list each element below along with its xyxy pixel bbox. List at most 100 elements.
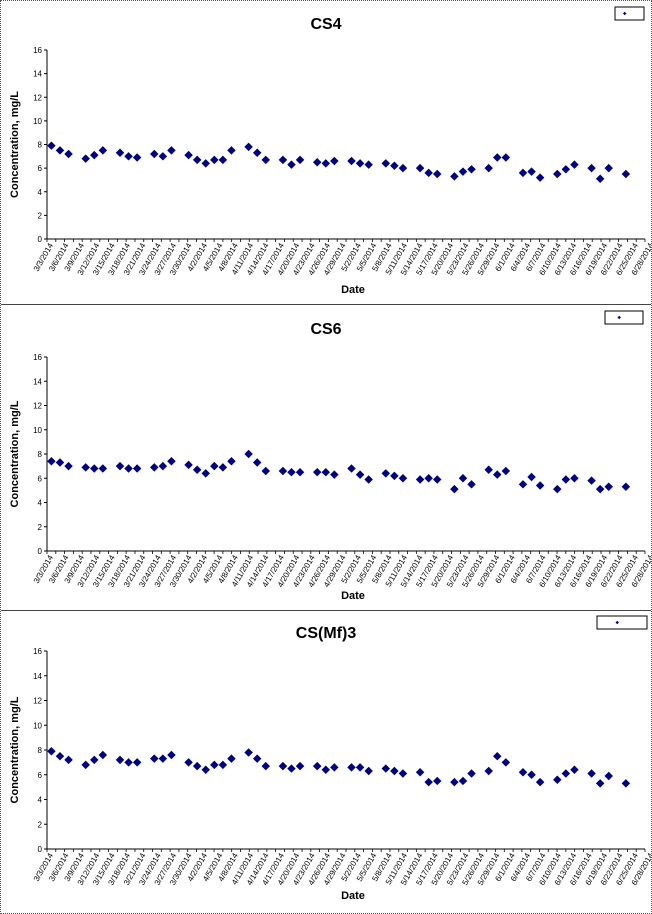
data-point bbox=[364, 160, 373, 169]
data-point bbox=[553, 169, 562, 179]
data-point bbox=[244, 142, 253, 152]
data-point bbox=[458, 474, 468, 483]
data-point bbox=[493, 751, 502, 761]
data-point bbox=[192, 155, 202, 165]
data-point bbox=[355, 470, 365, 479]
panel-divider bbox=[1, 610, 651, 611]
data-point bbox=[604, 482, 613, 491]
data-point bbox=[330, 763, 339, 772]
data-point bbox=[218, 760, 228, 770]
y-tick-label: 0 bbox=[38, 235, 43, 244]
y-tick-label: 4 bbox=[38, 188, 43, 197]
y-tick-label: 4 bbox=[38, 796, 43, 805]
data-point bbox=[167, 146, 176, 155]
data-point bbox=[501, 466, 511, 476]
data-point bbox=[398, 163, 408, 173]
chart-title: CS6 bbox=[310, 321, 341, 338]
data-point bbox=[364, 475, 373, 484]
y-tick-label: 12 bbox=[33, 697, 42, 706]
data-point bbox=[518, 168, 528, 178]
data-point bbox=[493, 153, 502, 162]
data-point bbox=[501, 153, 511, 162]
data-point bbox=[90, 150, 99, 160]
data-point bbox=[458, 776, 468, 786]
data-point bbox=[561, 165, 571, 174]
data-point bbox=[261, 155, 270, 165]
data-point bbox=[115, 461, 125, 471]
y-tick-label: 0 bbox=[38, 547, 43, 556]
y-tick-label: 2 bbox=[38, 820, 43, 829]
data-point bbox=[98, 464, 108, 473]
data-point bbox=[132, 758, 142, 767]
data-point bbox=[381, 469, 391, 478]
data-point bbox=[81, 154, 90, 163]
data-point bbox=[390, 161, 399, 171]
y-axis-title: Concentration, mg/L bbox=[9, 696, 21, 803]
data-point bbox=[570, 765, 579, 775]
data-point bbox=[158, 754, 168, 763]
data-point bbox=[201, 159, 210, 168]
data-point bbox=[47, 457, 56, 466]
data-point bbox=[124, 758, 133, 767]
x-axis-title: Date bbox=[341, 284, 365, 296]
data-point bbox=[210, 461, 219, 471]
data-point bbox=[390, 471, 399, 481]
data-point bbox=[90, 755, 99, 765]
data-point bbox=[432, 169, 442, 179]
data-point bbox=[47, 141, 56, 150]
y-tick-label: 6 bbox=[38, 164, 43, 173]
data-point bbox=[467, 769, 476, 778]
data-point bbox=[587, 163, 596, 173]
data-point bbox=[64, 461, 73, 471]
y-tick-label: 10 bbox=[33, 117, 42, 126]
data-point bbox=[330, 156, 339, 166]
y-tick-label: 4 bbox=[38, 499, 43, 508]
data-point bbox=[415, 768, 425, 777]
data-point bbox=[167, 457, 176, 466]
data-point bbox=[467, 165, 476, 174]
data-point bbox=[398, 769, 408, 778]
y-tick-label: 8 bbox=[38, 450, 43, 459]
data-point bbox=[252, 754, 262, 763]
data-point bbox=[467, 480, 476, 489]
legend-marker bbox=[623, 11, 627, 16]
data-point bbox=[90, 464, 99, 473]
data-point bbox=[450, 777, 459, 787]
data-point bbox=[415, 163, 425, 173]
data-point bbox=[287, 160, 296, 169]
data-point bbox=[458, 167, 468, 176]
data-point bbox=[604, 163, 613, 173]
y-tick-label: 8 bbox=[38, 141, 43, 150]
data-point bbox=[167, 750, 176, 760]
data-point bbox=[158, 461, 168, 471]
data-point bbox=[501, 758, 511, 767]
data-point bbox=[621, 169, 631, 179]
data-point bbox=[621, 482, 631, 491]
data-point bbox=[295, 467, 305, 477]
data-point bbox=[604, 771, 613, 781]
data-point bbox=[218, 463, 228, 472]
data-point bbox=[321, 765, 331, 775]
data-point bbox=[252, 148, 262, 158]
data-point bbox=[321, 159, 331, 168]
data-point bbox=[64, 755, 73, 765]
y-axis-title: Concentration, mg/L bbox=[9, 91, 21, 198]
data-point bbox=[553, 484, 562, 494]
y-tick-label: 12 bbox=[33, 93, 42, 102]
data-point bbox=[184, 758, 193, 767]
data-point bbox=[244, 449, 253, 459]
data-point bbox=[450, 484, 459, 494]
data-point bbox=[278, 155, 288, 165]
data-point bbox=[115, 148, 125, 158]
data-point bbox=[415, 475, 425, 484]
data-point bbox=[518, 480, 528, 489]
data-point bbox=[132, 153, 142, 162]
data-point bbox=[192, 465, 202, 475]
panel-divider bbox=[1, 304, 651, 305]
data-point bbox=[227, 754, 236, 763]
data-point bbox=[124, 464, 133, 473]
data-point bbox=[287, 467, 296, 477]
y-tick-label: 16 bbox=[33, 647, 42, 656]
data-point bbox=[47, 746, 56, 756]
data-point bbox=[150, 754, 159, 763]
